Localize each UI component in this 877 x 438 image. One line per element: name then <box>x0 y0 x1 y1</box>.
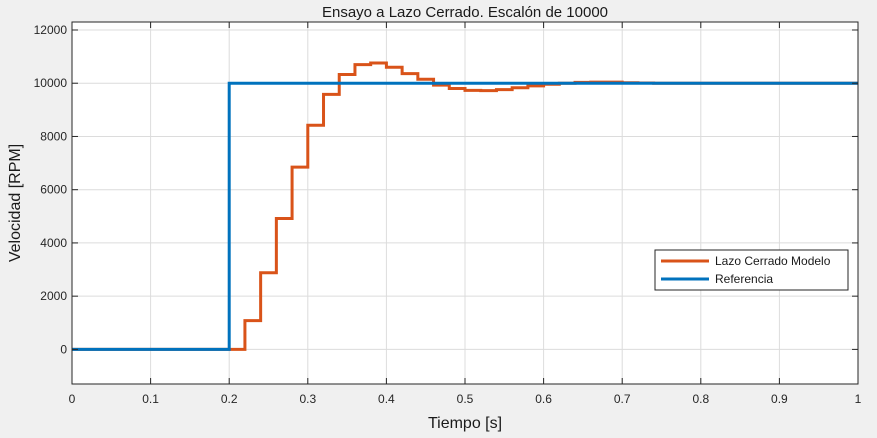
y-tick-label: 10000 <box>34 76 68 90</box>
x-tick-label: 0.1 <box>142 392 159 406</box>
chart-title: Ensayo a Lazo Cerrado. Escalón de 10000 <box>322 4 608 21</box>
x-tick-label: 0.4 <box>378 392 395 406</box>
y-tick-label: 8000 <box>40 129 67 143</box>
legend-box <box>654 249 849 291</box>
y-tick-label: 0 <box>60 342 67 356</box>
x-tick-label: 0.9 <box>771 392 788 406</box>
legend: Lazo Cerrado Modelo Referencia <box>654 249 849 291</box>
ticks: 0 0.1 0.2 0.3 0.4 0.5 0.6 0.7 0.8 0.9 1 0 2000 4000 60… <box>34 22 862 406</box>
series-layer <box>72 61 858 351</box>
x-tick-label: 0 <box>69 392 76 406</box>
legend-label-reference: Referencia <box>715 272 773 286</box>
legend-label-model: Lazo Cerrado Modelo <box>715 254 831 268</box>
x-axis-label: Tiempo [s] <box>428 415 502 432</box>
x-tick-label: 0.5 <box>457 392 474 406</box>
x-tick-label: 0.3 <box>299 392 316 406</box>
x-tick-label: 1 <box>855 392 862 406</box>
y-tick-label: 2000 <box>40 289 67 303</box>
y-tick-label: 4000 <box>40 236 67 250</box>
x-tick-label: 0.8 <box>692 392 709 406</box>
series-line-reference <box>72 81 858 351</box>
y-tick-label: 6000 <box>40 183 67 197</box>
x-tick-label: 0.2 <box>221 392 238 406</box>
x-tick-label: 0.6 <box>535 392 552 406</box>
y-axis-label: Velocidad [RPM] <box>7 144 24 262</box>
x-tick-label: 0.7 <box>614 392 631 406</box>
y-tick-label: 12000 <box>34 23 68 37</box>
